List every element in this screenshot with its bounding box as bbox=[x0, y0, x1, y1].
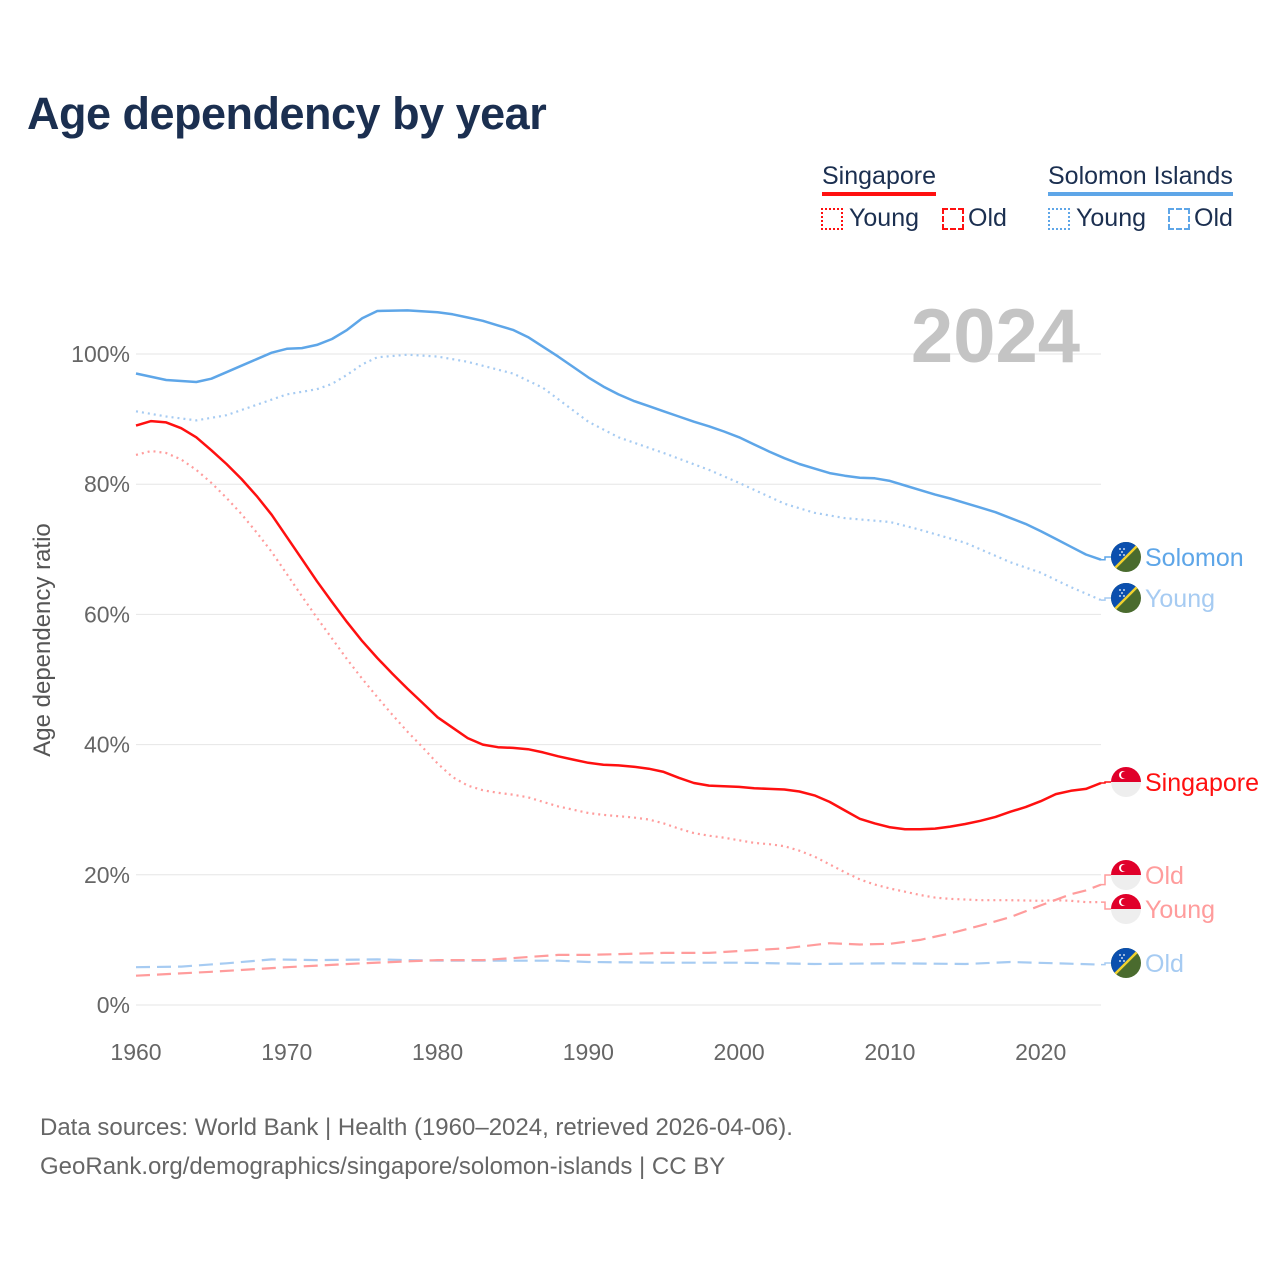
singapore-flag-icon bbox=[1111, 894, 1141, 924]
solomon-flag-icon bbox=[1111, 583, 1141, 613]
series-line-sb-total bbox=[135, 309, 1102, 561]
dashed-swatch-icon bbox=[1168, 207, 1190, 230]
y-tick-label: 80% bbox=[84, 471, 130, 497]
series-end-label: Young bbox=[1145, 896, 1215, 924]
x-tick-label: 2010 bbox=[864, 1039, 915, 1065]
solomon-flag-icon bbox=[1111, 542, 1141, 572]
label-connector bbox=[1101, 901, 1111, 910]
legend-label: Old bbox=[968, 204, 1007, 232]
series-end-label: Solomon bbox=[1145, 544, 1244, 572]
legend-solomon-islands[interactable]: Solomon Islands bbox=[1048, 162, 1233, 196]
legend-singapore-young[interactable]: Young bbox=[821, 204, 919, 233]
singapore-flag-icon bbox=[1111, 860, 1141, 890]
legend-label: Young bbox=[1076, 204, 1146, 232]
x-tick-label: 2000 bbox=[714, 1039, 765, 1065]
legend-label: Young bbox=[849, 204, 919, 232]
legend-solomon-old[interactable]: Old bbox=[1168, 204, 1233, 233]
legend-solomon-young[interactable]: Young bbox=[1048, 204, 1146, 233]
x-tick-label: 1970 bbox=[261, 1039, 312, 1065]
singapore-flag-icon bbox=[1111, 767, 1141, 797]
label-connector bbox=[1101, 556, 1111, 561]
dotted-swatch-icon bbox=[1048, 207, 1070, 230]
chart-title: Age dependency by year bbox=[27, 88, 547, 139]
y-tick-label: 100% bbox=[71, 341, 130, 367]
dotted-swatch-icon bbox=[821, 207, 843, 230]
y-tick-label: 0% bbox=[97, 992, 130, 1018]
label-connector bbox=[1101, 962, 1111, 966]
series-line-sg-old bbox=[135, 883, 1102, 977]
x-tick-label: 2020 bbox=[1015, 1039, 1066, 1065]
y-tick-label: 60% bbox=[84, 601, 130, 627]
legend-singapore-old[interactable]: Old bbox=[942, 204, 1007, 233]
x-tick-label: 1990 bbox=[563, 1039, 614, 1065]
legend-singapore[interactable]: Singapore bbox=[822, 162, 936, 196]
x-tick-label: 1980 bbox=[412, 1039, 463, 1065]
solomon-flag-icon bbox=[1111, 948, 1141, 978]
attribution-link[interactable]: GeoRank.org/demographics/singapore/solom… bbox=[40, 1153, 726, 1180]
y-tick-label: 40% bbox=[84, 732, 130, 758]
year-watermark: 2024 bbox=[911, 294, 1080, 379]
legend-label: Old bbox=[1194, 204, 1233, 232]
series-end-label: Singapore bbox=[1145, 769, 1259, 797]
data-source-text: Data sources: World Bank | Health (1960–… bbox=[40, 1114, 793, 1141]
footer: Data sources: World Bank | Health (1960–… bbox=[40, 1108, 793, 1186]
series-line-sg-total bbox=[135, 419, 1102, 831]
label-connector bbox=[1101, 781, 1111, 784]
label-connector bbox=[1101, 874, 1111, 886]
series-line-sb-young bbox=[135, 353, 1102, 602]
series-end-label: Young bbox=[1145, 585, 1215, 613]
series-end-label: Old bbox=[1145, 862, 1184, 890]
label-connector bbox=[1101, 597, 1111, 601]
y-axis-title: Age dependency ratio bbox=[29, 523, 56, 757]
series-line-sb-old bbox=[135, 958, 1102, 969]
series-end-label: Old bbox=[1145, 950, 1184, 978]
dashed-swatch-icon bbox=[942, 207, 964, 230]
series-line-sg-young bbox=[135, 449, 1101, 904]
y-tick-label: 20% bbox=[84, 862, 130, 888]
x-tick-label: 1960 bbox=[110, 1039, 161, 1065]
